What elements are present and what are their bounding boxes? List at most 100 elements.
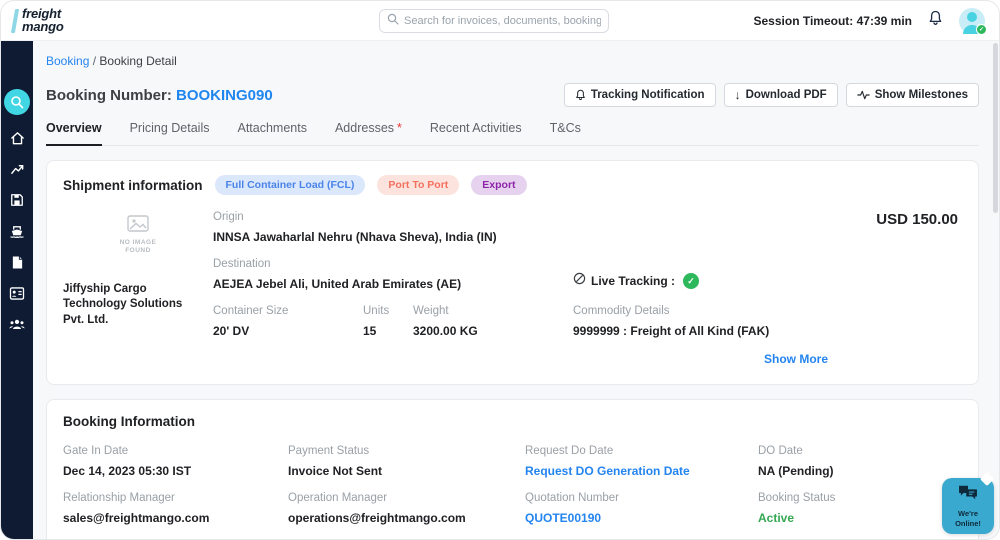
booking-information-card: Booking Information Gate In Date Dec 14,… (46, 399, 979, 539)
scrollbar[interactable] (993, 43, 998, 539)
tab-pricing-details[interactable]: Pricing Details (129, 121, 210, 135)
no-image-placeholder: NO IMAGE FOUND (108, 215, 168, 256)
image-placeholder-icon (127, 215, 149, 232)
sidebar-item-analytics[interactable] (9, 161, 25, 177)
breadcrumb: Booking / Booking Detail (46, 54, 979, 68)
tab-tandcs[interactable]: T&Cs (549, 121, 581, 135)
chat-widget[interactable]: We're Online! (942, 478, 994, 534)
origin-value: INNSA Jawaharlal Nehru (Nhava Sheva), In… (213, 230, 497, 244)
sidebar-item-documents[interactable] (9, 254, 25, 270)
shipment-card-title: Shipment information (63, 177, 203, 193)
service-type-badge: Port To Port (377, 175, 460, 195)
sidebar-item-vessel[interactable] (9, 223, 25, 239)
sidebar-item-save[interactable] (9, 192, 25, 208)
tab-bar: Overview Pricing Details Attachments Add… (46, 121, 979, 146)
top-header: freight mango Session Timeout: 47:39 min… (1, 1, 999, 41)
bell-icon (575, 89, 586, 101)
document-icon (12, 255, 22, 269)
operation-manager-field: Operation Manager operations@freightmang… (288, 492, 466, 525)
avatar[interactable]: ✓ (959, 7, 987, 35)
booking-number-label: Booking Number: (46, 86, 176, 104)
shipment-detail-grid: Container Size 20' DV Units 15 Weight 32… (213, 305, 958, 338)
units-field: Units 15 (363, 305, 390, 338)
shipper-column: NO IMAGE FOUND Jiffyship Cargo Technolog… (63, 211, 213, 368)
quotation-number-field: Quotation Number QUOTE00190 (525, 492, 758, 525)
quotation-number-link[interactable]: QUOTE00190 (525, 511, 602, 525)
shipment-card-header: Shipment information Full Container Load… (63, 175, 958, 195)
download-pdf-button[interactable]: ↓ Download PDF (723, 83, 838, 107)
save-icon (11, 194, 23, 206)
avatar-person-icon (967, 11, 977, 22)
payment-status-field: Payment Status Invoice Not Sent (288, 445, 383, 478)
request-do-date-field: Request Do Date Request DO Generation Da… (525, 445, 758, 478)
live-tracking: Live Tracking : ✓ (573, 272, 700, 291)
analytics-icon (10, 164, 23, 174)
logo-accent-bar (10, 8, 20, 33)
request-do-generation-link[interactable]: Request DO Generation Date (525, 464, 690, 478)
shipment-card-body: NO IMAGE FOUND Jiffyship Cargo Technolog… (63, 211, 958, 368)
freightmango-logo[interactable]: freight mango (1, 7, 64, 34)
sidebar-item-home[interactable] (9, 130, 25, 146)
load-type-badge: Full Container Load (FCL) (214, 175, 366, 195)
origin-label: Origin (213, 211, 244, 223)
destination-block: Destination AEJEA Jebel Ali, United Arab… (213, 258, 573, 291)
search-input[interactable] (404, 15, 601, 27)
destination-row: Destination AEJEA Jebel Ali, United Arab… (213, 258, 958, 291)
required-marker: * (397, 121, 402, 135)
shipment-details-column: USD 150.00 Origin INNSA Jawaharlal Nehru… (213, 211, 958, 368)
verified-check-icon: ✓ (976, 23, 987, 35)
sidebar-item-contacts[interactable] (9, 285, 25, 301)
green-check-icon[interactable]: ✓ (683, 273, 700, 289)
users-icon (9, 319, 25, 329)
live-tracking-label: Live Tracking : (591, 274, 676, 288)
session-timeout: Session Timeout: 47:39 min (753, 13, 913, 28)
breadcrumb-booking-link[interactable]: Booking (46, 54, 90, 68)
commodity-details-field: Commodity Details 9999999 : Freight of A… (573, 305, 770, 338)
download-arrow-icon: ↓ (734, 88, 741, 102)
tracking-notification-button[interactable]: Tracking Notification (563, 83, 716, 107)
gate-in-date-field: Gate In Date Dec 14, 2023 05:30 IST (63, 445, 192, 478)
header-actions: Tracking Notification ↓ Download PDF Sho… (563, 83, 979, 107)
page-title: Booking Number: BOOKING090 (46, 87, 273, 104)
show-milestones-button[interactable]: Show Milestones (845, 83, 979, 107)
status-badge: Active (758, 511, 795, 525)
breadcrumb-separator: / (89, 54, 100, 68)
tracking-compass-icon (573, 272, 586, 290)
sidebar-item-users[interactable] (9, 316, 25, 332)
booking-number-value: BOOKING090 (176, 86, 273, 104)
destination-label: Destination (213, 258, 271, 270)
home-icon (10, 131, 24, 144)
booking-status-field: Booking Status Active (758, 492, 958, 525)
bell-icon[interactable] (928, 10, 943, 31)
show-more-row: Show More (213, 350, 958, 368)
logo-line2: mango (22, 18, 64, 34)
tab-addresses[interactable]: Addresses * (334, 121, 402, 135)
activity-pulse-icon (856, 90, 870, 100)
scrollbar-thumb[interactable] (993, 43, 998, 213)
logo-text: freight mango (22, 7, 64, 34)
weight-field: Weight 3200.00 KG (413, 305, 478, 338)
search-icon (11, 96, 24, 109)
do-date-field: DO Date NA (Pending) (758, 445, 834, 478)
direction-badge: Export (471, 175, 527, 195)
tab-overview[interactable]: Overview (46, 121, 102, 146)
tab-recent-activities[interactable]: Recent Activities (429, 121, 522, 135)
destination-value: AEJEA Jebel Ali, United Arab Emirates (A… (213, 277, 462, 291)
shipment-price: USD 150.00 (876, 211, 958, 228)
show-more-link[interactable]: Show More (763, 352, 828, 366)
booking-header-row: Booking Number: BOOKING090 Tracking Noti… (46, 83, 979, 107)
global-search[interactable] (379, 9, 609, 33)
sidebar-item-search[interactable] (4, 89, 30, 115)
tab-attachments[interactable]: Attachments (237, 121, 307, 135)
breadcrumb-current: Booking Detail (99, 54, 177, 68)
sidebar (1, 41, 33, 539)
main-content: Booking / Booking Detail Booking Number:… (33, 41, 999, 539)
header-right: Session Timeout: 47:39 min ✓ (753, 7, 1000, 35)
search-icon (387, 12, 399, 30)
chat-status-text: We're Online! (955, 508, 981, 528)
container-size-field: Container Size 20' DV (213, 305, 289, 338)
contact-card-icon (9, 286, 25, 300)
booking-info-grid: Gate In Date Dec 14, 2023 05:30 IST Paym… (63, 445, 958, 539)
booking-info-title: Booking Information (63, 414, 195, 429)
